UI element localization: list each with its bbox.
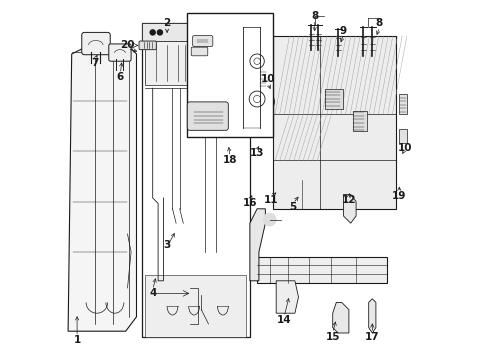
- Text: 20: 20: [120, 40, 135, 50]
- Polygon shape: [68, 47, 136, 331]
- Bar: [273, 36, 395, 209]
- Text: 10: 10: [397, 143, 411, 153]
- Bar: [257, 257, 386, 283]
- Text: 13: 13: [249, 148, 264, 158]
- Polygon shape: [343, 194, 355, 223]
- Bar: [399, 130, 407, 143]
- Text: 1: 1: [73, 335, 81, 345]
- Circle shape: [263, 213, 276, 226]
- Text: 14: 14: [276, 315, 291, 325]
- Polygon shape: [145, 41, 190, 85]
- Text: 18: 18: [223, 155, 237, 165]
- Text: 15: 15: [325, 332, 339, 342]
- Circle shape: [156, 29, 163, 36]
- Text: 5: 5: [289, 202, 296, 212]
- Bar: [258, 68, 266, 88]
- Text: 9: 9: [339, 26, 346, 36]
- Bar: [186, 13, 273, 137]
- Text: 10: 10: [260, 74, 275, 84]
- Bar: [352, 111, 366, 131]
- FancyBboxPatch shape: [108, 44, 131, 61]
- Bar: [142, 23, 249, 41]
- FancyBboxPatch shape: [187, 102, 228, 130]
- Text: 12: 12: [341, 195, 355, 205]
- Polygon shape: [332, 302, 348, 333]
- FancyBboxPatch shape: [139, 41, 156, 50]
- Bar: [399, 94, 407, 114]
- Text: 19: 19: [391, 191, 406, 201]
- Polygon shape: [276, 281, 298, 313]
- Polygon shape: [196, 41, 246, 85]
- Text: 4: 4: [149, 288, 156, 298]
- Bar: [145, 275, 246, 337]
- Text: 3: 3: [163, 240, 170, 250]
- Text: 16: 16: [242, 198, 257, 208]
- Text: 8: 8: [375, 18, 382, 28]
- FancyBboxPatch shape: [192, 36, 212, 46]
- Polygon shape: [249, 209, 265, 281]
- Text: 6: 6: [117, 72, 123, 82]
- Polygon shape: [368, 299, 375, 333]
- Text: 11: 11: [264, 195, 278, 205]
- Bar: [142, 23, 249, 337]
- Text: 8: 8: [310, 11, 318, 21]
- Text: 7: 7: [91, 58, 99, 68]
- FancyBboxPatch shape: [81, 32, 110, 55]
- Text: 17: 17: [364, 332, 379, 342]
- Bar: [324, 89, 342, 109]
- FancyBboxPatch shape: [191, 47, 207, 56]
- Text: 2: 2: [163, 18, 170, 28]
- Circle shape: [149, 29, 156, 36]
